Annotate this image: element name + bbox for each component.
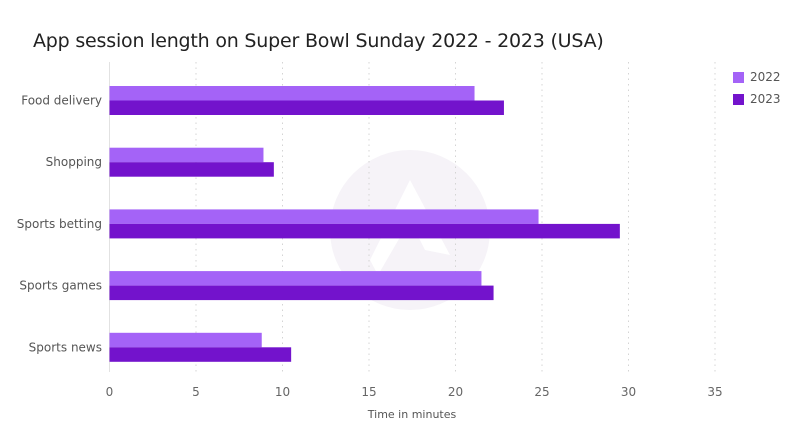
bar-sports-games-2023[interactable] [109,285,494,301]
bar-sports-games-2022[interactable] [109,271,482,286]
legend-item-2022[interactable]: 2022 [733,66,781,88]
category-label: Sports news [29,340,102,354]
chart-title: App session length on Super Bowl Sunday … [33,30,604,52]
bar-food-delivery-2022[interactable] [109,86,475,101]
x-axis-title: Time in minutes [367,408,457,421]
bar-sports-news-2022[interactable] [109,332,262,348]
bar-sports-betting-2023[interactable] [109,223,620,239]
bar-sports-betting-2022[interactable] [109,209,539,224]
legend-label-2023: 2023 [750,92,781,106]
bar-shopping-2022[interactable] [109,147,264,163]
bar-food-delivery-2023[interactable] [109,100,504,116]
x-tick-label: 30 [621,385,636,399]
category-label: Sports betting [17,217,102,231]
category-label: Shopping [46,155,102,169]
legend-swatch-2022 [733,71,744,83]
x-tick-label: 20 [448,385,463,399]
legend: 2022 2023 [733,66,781,110]
category-label: Food delivery [21,94,102,108]
legend-item-2023[interactable]: 2023 [733,88,781,110]
x-tick-label: 0 [106,385,114,399]
x-tick-label: 10 [275,385,290,399]
x-tick-label: 25 [534,385,549,399]
bar-shopping-2023[interactable] [109,162,274,177]
legend-label-2022: 2022 [750,70,781,84]
x-tick-label: 15 [361,385,376,399]
x-tick-label: 5 [192,385,200,399]
bar-sports-news-2023[interactable] [109,347,292,362]
x-tick-label: 35 [707,385,722,399]
category-label: Sports games [19,279,102,293]
legend-swatch-2023 [733,93,744,105]
